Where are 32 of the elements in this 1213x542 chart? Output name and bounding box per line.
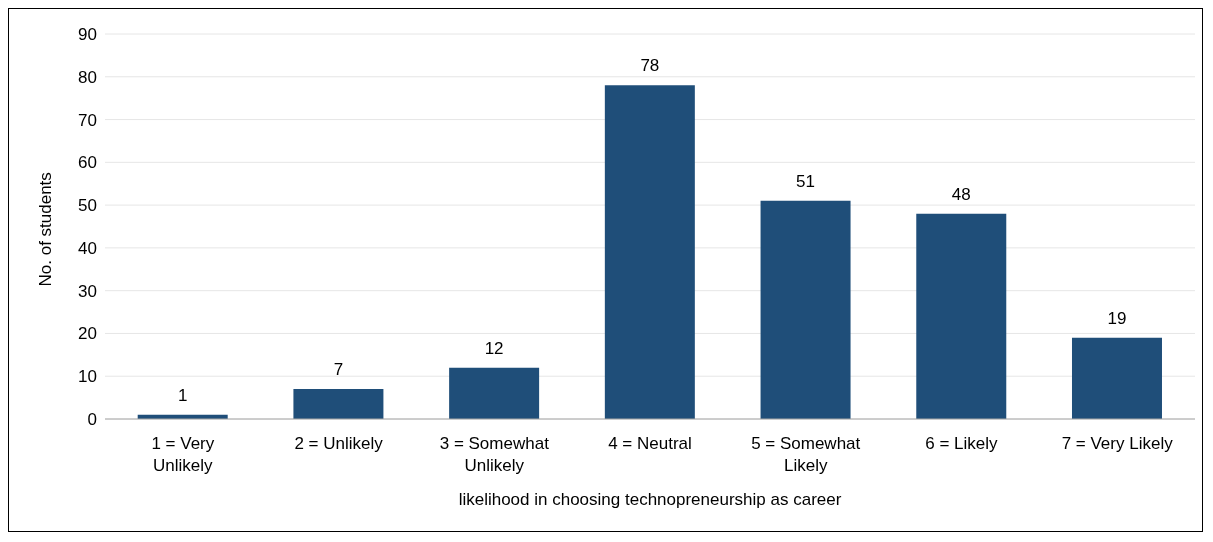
x-tick-label: 7 = Very Likely [1061, 434, 1174, 453]
bar [604, 85, 695, 419]
bar [449, 367, 540, 419]
data-label: 12 [484, 338, 504, 358]
bar [293, 389, 384, 419]
data-label: 78 [640, 56, 660, 76]
bar [1071, 337, 1162, 419]
x-tick-label: 1 = Very Unlikely [151, 434, 215, 475]
y-tick-label: 40 [78, 238, 97, 258]
x-tick-label: 5 = Somewhat Likely [751, 434, 861, 475]
x-tick-label: 6 = Likely [925, 434, 999, 453]
y-tick-label: 70 [78, 110, 97, 130]
data-label: 48 [951, 184, 971, 204]
y-tick-label: 30 [78, 281, 97, 301]
bar [760, 200, 851, 419]
x-tick-label: 4 = Neutral [608, 434, 692, 453]
y-tick-label: 80 [78, 67, 97, 87]
y-tick-label: 0 [87, 410, 97, 430]
data-label: 1 [177, 385, 188, 405]
y-tick-label: 20 [78, 324, 97, 344]
y-tick-label: 90 [78, 25, 97, 45]
x-axis-title: likelihood in choosing technopreneurship as career [458, 490, 842, 509]
data-label: 7 [333, 360, 344, 380]
x-tick-label: 2 = Unlikely [294, 434, 384, 453]
y-tick-label: 60 [78, 153, 97, 173]
y-tick-label: 10 [78, 367, 97, 387]
y-tick-label: 50 [78, 196, 97, 216]
data-label: 51 [796, 171, 816, 191]
bar [916, 213, 1007, 419]
x-tick-label: 3 = Somewhat Unlikely [439, 434, 550, 475]
y-axis-title: No. of students [36, 172, 56, 287]
data-label: 19 [1107, 308, 1127, 328]
